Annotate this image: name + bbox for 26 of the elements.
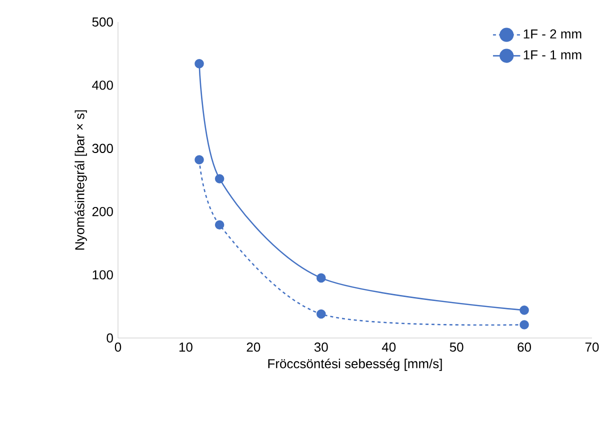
point <box>194 59 204 68</box>
x-tick-label: 20 <box>246 342 260 352</box>
point <box>194 155 204 164</box>
point <box>214 174 224 184</box>
y-tick-label: 100 <box>92 270 113 280</box>
legend-label: 1F - 1 mm <box>524 50 582 60</box>
y-tick-label: 200 <box>92 206 113 216</box>
x-tick-label: 30 <box>314 342 328 352</box>
y-tick-label: 300 <box>92 144 113 153</box>
point <box>316 273 326 283</box>
legend-label: 1F - 2 mm <box>524 29 582 38</box>
x-tick-label: 40 <box>382 342 396 352</box>
x-tick-label: 10 <box>179 342 192 352</box>
x-tick-label: 70 <box>585 342 599 352</box>
y-axis-title: Nyomásintegrál [bar × s] <box>74 110 87 250</box>
x-tick-label: 0 <box>114 342 122 352</box>
y-tick-label: 400 <box>92 80 113 90</box>
x-axis-title: Fröccsöntési sebesség [mm/s] <box>268 358 442 371</box>
x-tick-label: 50 <box>450 342 464 352</box>
y-tick-label: 500 <box>92 17 113 27</box>
point <box>316 309 326 319</box>
point <box>214 220 224 230</box>
point <box>520 306 529 315</box>
y-tick-label: 0 <box>106 333 113 343</box>
point <box>520 320 529 330</box>
x-tick-label: 60 <box>518 342 532 352</box>
